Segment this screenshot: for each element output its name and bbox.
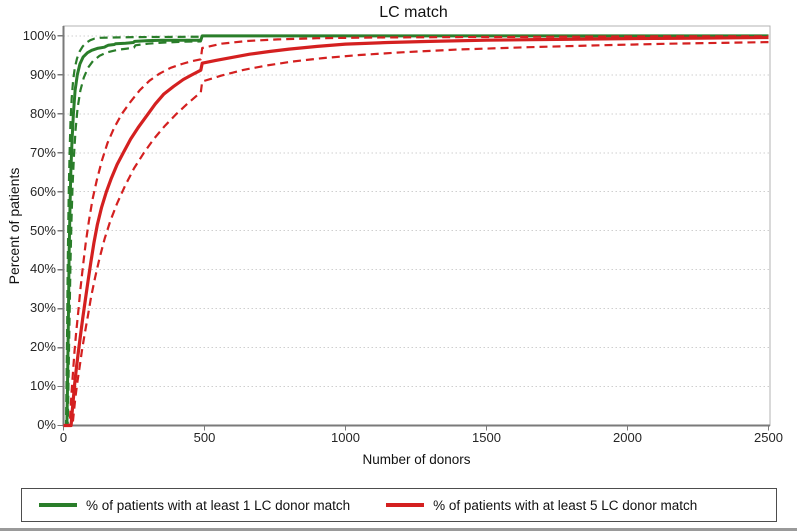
legend-entry-1-lc-match: % of patients with at least 1 LC donor m… [39,498,350,513]
next-panel-edge [0,528,797,531]
green-line-swatch [39,503,77,507]
legend-label: % of patients with at least 1 LC donor m… [86,497,351,513]
legend-entry-5-lc-match: % of patients with at least 5 LC donor m… [386,498,697,513]
plot-area [57,25,771,431]
x-tick-label: 0 [59,430,68,445]
legend-label: % of patients with at least 5 LC donor m… [433,497,698,513]
chart-title: LC match [379,4,448,21]
legend: % of patients with at least 1 LC donor m… [21,488,777,522]
red-line-swatch [386,503,425,507]
series-ci-line [63,35,769,427]
x-tick-label: 1500 [472,430,501,445]
x-tick-label: 500 [193,430,216,445]
y-tick-label: 90% [29,66,56,82]
x-tick-label: 1000 [331,430,360,445]
y-axis-label: Percent of patients [6,167,22,285]
series-line [63,35,769,428]
y-tick-label: 60% [29,183,56,199]
y-tick-label: 0% [37,417,56,432]
x-axis-label: Number of donors [362,452,471,467]
y-tick-label: 70% [29,144,56,160]
y-tick-label: 40% [29,261,56,277]
y-tick-label: 100% [22,27,56,43]
y-tick-label: 30% [29,300,56,316]
series-ci-line [63,34,769,427]
series-ci-line [63,41,769,427]
y-tick-label: 20% [29,339,56,355]
x-tick-label: 2000 [613,430,642,445]
y-tick-label: 80% [29,105,56,121]
plot-border [63,25,771,426]
series-line [63,34,769,427]
series-ci-line [63,34,769,427]
y-tick-label: 10% [29,378,56,394]
x-tick-label: 2500 [754,430,783,445]
y-tick-label: 50% [29,222,56,238]
